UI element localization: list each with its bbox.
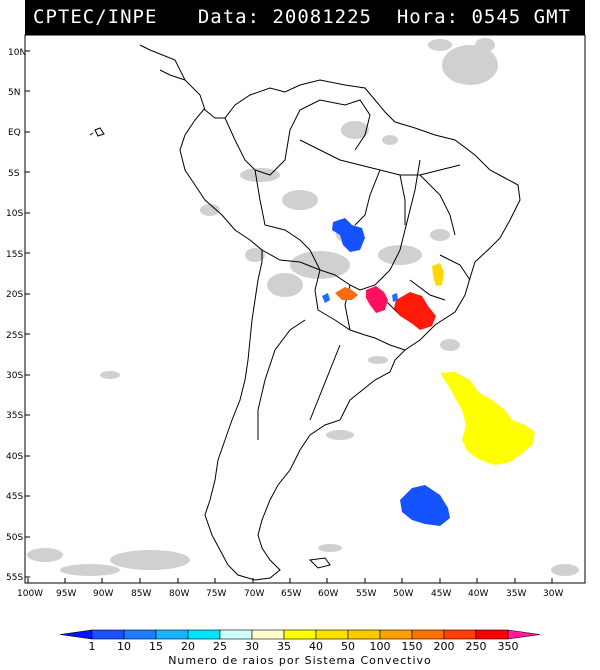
- lon-label: 50W: [393, 589, 413, 599]
- storm-cluster-ocean-yellow: [440, 372, 535, 465]
- falkland-islands: [308, 557, 331, 569]
- colorbar-swatch: [251, 629, 285, 640]
- lat-axis: 10N 5N EQ 5S 10S 15S 20S 25S 30S 35S 40S…: [6, 48, 26, 583]
- lon-label: 40W: [468, 589, 488, 599]
- map-header: CPTEC/INPE Data: 20081225 Hora: 0545 GMT: [25, 0, 585, 35]
- colorbar-swatch: [443, 629, 477, 640]
- lon-label: 30W: [543, 589, 563, 599]
- map-frame: [24, 34, 586, 584]
- colorbar-tick-label: 350: [498, 640, 519, 653]
- lon-label: 85W: [131, 589, 151, 599]
- colorbar-tick-label: 25: [213, 640, 227, 653]
- colorbar-swatch: [187, 629, 221, 640]
- storm-systems: [322, 218, 535, 526]
- colorbar-swatch: [219, 629, 253, 640]
- colorbar-swatch: [475, 629, 509, 640]
- colorbar-tick-label: 20: [181, 640, 195, 653]
- colorbar-tick-label: 30: [245, 640, 259, 653]
- lat-label: 30S: [6, 371, 23, 381]
- colorbar-tick-label: 35: [277, 640, 291, 653]
- storm-cluster-red: [394, 292, 436, 330]
- storm-cluster-yellow-small: [432, 263, 444, 286]
- lat-label: 40S: [6, 452, 23, 462]
- lat-ticks: [25, 50, 30, 578]
- brazil-states: [299, 139, 471, 326]
- colorbar-swatch: [59, 629, 93, 640]
- country-borders: [224, 99, 421, 440]
- lon-label: 95W: [56, 589, 76, 599]
- storm-cluster-small-blue: [322, 293, 330, 303]
- lat-label: 15S: [6, 250, 23, 260]
- lat-label: 10S: [6, 209, 23, 219]
- datetime-label: Data: 20081225 Hora: 0545 GMT: [197, 6, 571, 28]
- lon-label: 45W: [431, 589, 451, 599]
- lon-label: 75W: [206, 589, 226, 599]
- colorbar-tick-label: 150: [402, 640, 423, 653]
- storm-cluster-small-blue-2: [392, 293, 398, 302]
- colorbar-tick-label: 10: [117, 640, 131, 653]
- colorbar-swatch: [411, 629, 445, 640]
- cloud-cover: [27, 38, 579, 576]
- lat-label: 5N: [8, 88, 20, 98]
- storm-cluster-pink: [366, 286, 388, 313]
- lon-axis: 100W 95W 90W 85W 80W 75W 70W 65W 60W 55W…: [17, 589, 563, 599]
- colorbar-swatch: [347, 629, 381, 640]
- colorbar-swatch: [283, 629, 317, 640]
- colorbar-swatch: [315, 629, 349, 640]
- agency-label: CPTEC/INPE: [33, 6, 158, 28]
- lon-ticks: [27, 578, 553, 583]
- colorbar-title: Numero de raios por Sistema Convectivo: [168, 654, 432, 667]
- storm-cluster-ocean-blue: [400, 485, 450, 526]
- lon-label: 65W: [281, 589, 301, 599]
- lon-label: 55W: [356, 589, 376, 599]
- coastlines-borders: [89, 44, 521, 581]
- colorbar-tick-label: 50: [341, 640, 355, 653]
- colorbar-swatch: [123, 629, 157, 640]
- isthmus-outline: [139, 44, 186, 81]
- colorbar-tick-label: 250: [466, 640, 487, 653]
- lon-label: 35W: [506, 589, 526, 599]
- colorbar-swatch: [379, 629, 413, 640]
- lat-label: 55S: [6, 573, 23, 583]
- lon-label: 80W: [169, 589, 189, 599]
- lon-label: 100W: [17, 589, 43, 599]
- lat-label: 50S: [6, 533, 23, 543]
- lat-label: EQ: [8, 128, 21, 138]
- lat-label: 20S: [6, 290, 23, 300]
- colorbar-tick-label: 40: [309, 640, 323, 653]
- colorbar-tick-label: 15: [149, 640, 163, 653]
- colorbar-legend: 1 10 15 20 25 30 35 40 50 100 150 200 250 350: [59, 629, 541, 653]
- lat-label: 5S: [8, 169, 20, 179]
- colorbar-tick-label: 200: [434, 640, 455, 653]
- lon-label: 60W: [318, 589, 338, 599]
- storm-cluster-orange: [335, 287, 358, 300]
- colorbar-tick-label: 100: [370, 640, 391, 653]
- colorbar-tick-label: 1: [89, 640, 96, 653]
- lon-label: 90W: [93, 589, 113, 599]
- central-america-outline: [149, 49, 521, 581]
- colorbar-swatch: [91, 629, 125, 640]
- storm-cluster-mato-grosso: [332, 218, 365, 252]
- islands-small: [89, 127, 105, 137]
- colorbar-swatch: [507, 629, 541, 640]
- lon-label: 70W: [244, 589, 264, 599]
- lat-label: 25S: [6, 331, 23, 341]
- lat-label: 45S: [6, 492, 23, 502]
- lat-label: 10N: [8, 48, 26, 58]
- lat-label: 35S: [6, 411, 23, 421]
- colorbar-swatch: [155, 629, 189, 640]
